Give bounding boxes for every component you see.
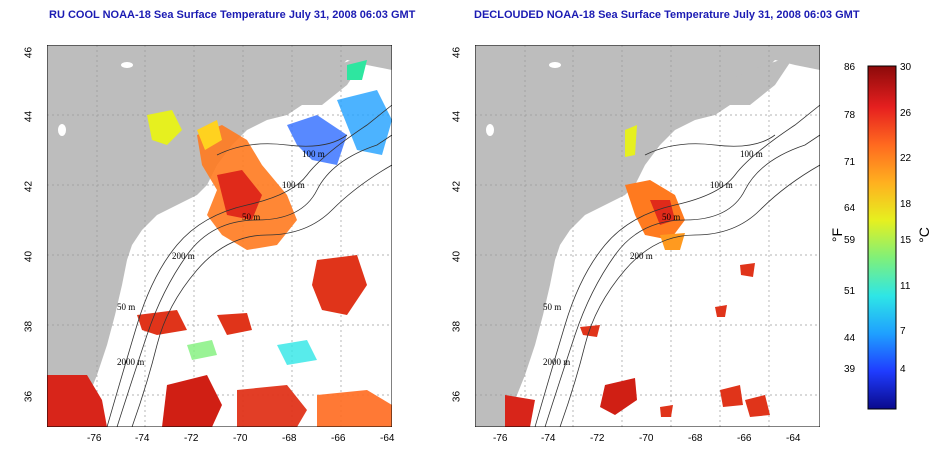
contour-label: 200 m bbox=[630, 251, 653, 261]
y-tick-label: 38 bbox=[23, 320, 35, 333]
fahrenheit-tick: 59 bbox=[844, 235, 856, 246]
fahrenheit-tick: 64 bbox=[844, 203, 856, 214]
x-tick-label: -76 bbox=[87, 433, 102, 444]
celsius-tick: 7 bbox=[900, 326, 906, 337]
y-tick-label: 38 bbox=[451, 320, 463, 333]
y-tick-label: 40 bbox=[451, 250, 463, 263]
left-sst-map: 100 m 100 m 50 m 200 m 50 m 2000 m 46 44… bbox=[24, 45, 394, 444]
y-tick-label: 46 bbox=[23, 46, 35, 59]
land-mass bbox=[47, 45, 392, 427]
y-tick-label: 36 bbox=[451, 390, 463, 403]
x-tick-label: -64 bbox=[380, 433, 395, 444]
fahrenheit-tick: 71 bbox=[844, 157, 856, 168]
celsius-tick: 4 bbox=[900, 364, 906, 375]
celsius-tick: 26 bbox=[900, 108, 912, 119]
x-tick-label: -68 bbox=[282, 433, 297, 444]
fahrenheit-tick: 39 bbox=[844, 364, 856, 375]
contour-label: 100 m bbox=[740, 149, 763, 159]
bathymetry-contours bbox=[106, 104, 392, 427]
y-tick-label: 42 bbox=[23, 180, 35, 193]
x-tick-label: -66 bbox=[737, 433, 752, 444]
celsius-tick: 22 bbox=[900, 153, 912, 164]
x-tick-label: -68 bbox=[688, 433, 703, 444]
x-tick-label: -70 bbox=[233, 433, 248, 444]
x-tick-label: -76 bbox=[493, 433, 508, 444]
colorbar-gradient bbox=[867, 65, 897, 410]
fahrenheit-tick: 51 bbox=[844, 286, 856, 297]
y-tick-label: 40 bbox=[23, 250, 35, 263]
land-mass bbox=[475, 45, 820, 427]
fahrenheit-tick: 86 bbox=[844, 62, 856, 73]
temperature-colorbar: 86 78 71 64 59 51 44 39 30 26 22 18 15 1… bbox=[829, 62, 950, 412]
celsius-unit-label: °C bbox=[915, 227, 932, 243]
contour-label: 50 m bbox=[662, 212, 680, 222]
sst-patches bbox=[505, 125, 770, 427]
contour-label: 50 m bbox=[543, 302, 561, 312]
contour-label: 100 m bbox=[282, 180, 305, 190]
y-tick-label: 46 bbox=[451, 46, 463, 59]
sst-patches bbox=[47, 60, 392, 427]
celsius-tick: 30 bbox=[900, 62, 912, 73]
contour-label: 100 m bbox=[710, 180, 733, 190]
left-panel-title: RU COOL NOAA-18 Sea Surface Temperature … bbox=[49, 9, 416, 21]
x-tick-label: -74 bbox=[541, 433, 556, 444]
contour-label: 2000 m bbox=[543, 357, 570, 367]
celsius-tick: 15 bbox=[900, 235, 912, 246]
x-tick-label: -66 bbox=[331, 433, 346, 444]
bathymetry-contours bbox=[534, 104, 820, 427]
right-panel-title: DECLOUDED NOAA-18 Sea Surface Temperatur… bbox=[474, 9, 860, 21]
fahrenheit-tick: 44 bbox=[844, 333, 856, 344]
y-tick-label: 42 bbox=[451, 180, 463, 193]
y-tick-label: 44 bbox=[23, 110, 35, 123]
fahrenheit-tick: 78 bbox=[844, 110, 856, 121]
y-tick-label: 44 bbox=[451, 110, 463, 123]
x-tick-label: -70 bbox=[639, 433, 654, 444]
contour-label: 50 m bbox=[117, 302, 135, 312]
x-tick-label: -72 bbox=[184, 433, 199, 444]
left-map-canvas: 100 m 100 m 50 m 200 m 50 m 2000 m bbox=[47, 45, 392, 427]
contour-label: 50 m bbox=[242, 212, 260, 222]
x-tick-label: -64 bbox=[786, 433, 801, 444]
fahrenheit-unit-label: °F bbox=[829, 227, 846, 243]
x-tick-label: -72 bbox=[590, 433, 605, 444]
contour-label: 200 m bbox=[172, 251, 195, 261]
celsius-tick: 18 bbox=[900, 199, 912, 210]
celsius-tick: 11 bbox=[900, 281, 911, 292]
y-tick-label: 36 bbox=[23, 390, 35, 403]
right-map-canvas: 100 m 100 m 50 m 200 m 50 m 2000 m bbox=[475, 45, 820, 427]
contour-label: 2000 m bbox=[117, 357, 144, 367]
right-sst-map: 100 m 100 m 50 m 200 m 50 m 2000 m 46 44… bbox=[452, 45, 820, 444]
x-tick-label: -74 bbox=[135, 433, 150, 444]
contour-label: 100 m bbox=[302, 149, 325, 159]
